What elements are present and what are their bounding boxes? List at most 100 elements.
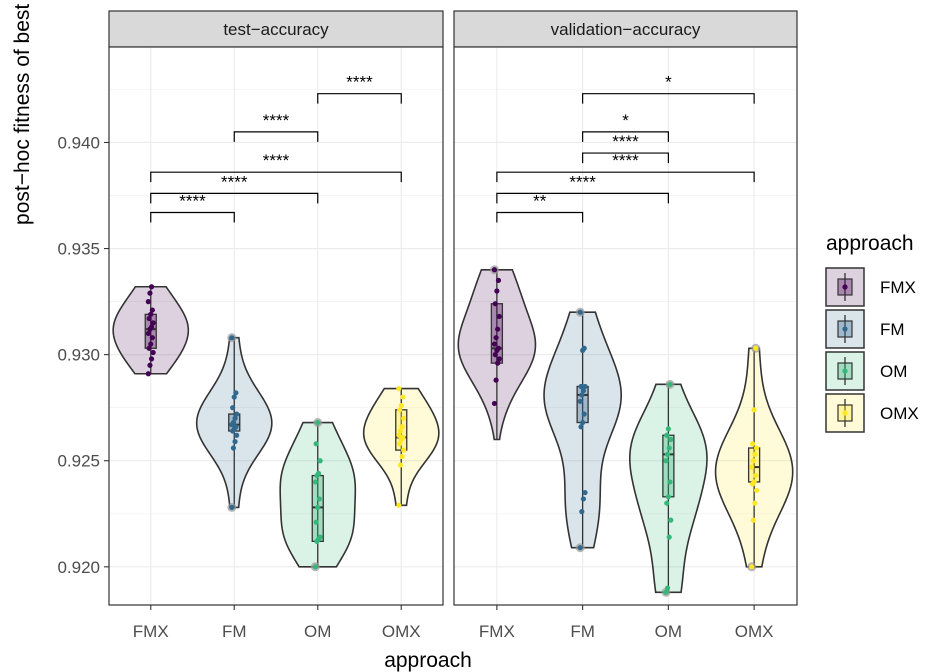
data-point [149, 335, 155, 341]
data-point [230, 445, 237, 451]
data-point [753, 345, 759, 351]
data-point [312, 564, 318, 570]
data-point [233, 424, 239, 430]
data-point [317, 534, 323, 540]
data-point [668, 436, 674, 443]
data-point [397, 428, 404, 434]
data-point [495, 326, 501, 332]
data-point [752, 451, 758, 457]
legend-key-point [842, 326, 848, 332]
data-point [751, 407, 757, 413]
data-point [150, 320, 156, 326]
significance-bracket: **** [233, 111, 319, 142]
data-point [577, 309, 583, 315]
panels: test−accuracy********************FMX FM OM… [57, 10, 798, 641]
data-point [232, 415, 238, 421]
panel-border [108, 46, 444, 606]
data-point [316, 496, 322, 502]
data-point [145, 299, 151, 305]
data-point [495, 277, 502, 283]
data-point [148, 341, 154, 347]
y-tick-label: 0.920 [57, 558, 100, 577]
significance-bracket: **** [582, 132, 669, 164]
data-point [495, 360, 501, 366]
data-point [667, 381, 673, 387]
significance-bracket: **** [317, 73, 402, 104]
significance-label: **** [346, 73, 373, 92]
data-point [397, 462, 404, 468]
data-point [664, 432, 670, 438]
data-point [663, 589, 669, 595]
data-point [315, 419, 321, 426]
violin-omx [362, 385, 440, 508]
x-tick-label: OMX [735, 622, 774, 641]
data-point [401, 447, 407, 453]
data-point [229, 335, 235, 341]
violin-omx [714, 343, 794, 572]
data-point [399, 424, 405, 430]
bracket-line [582, 93, 755, 104]
y-tick-label: 0.925 [57, 452, 100, 471]
data-point [148, 324, 155, 330]
significance-label: **** [221, 172, 248, 191]
data-point [752, 500, 758, 506]
x-tick-label: FMX [133, 622, 169, 641]
bracket-line [150, 171, 402, 183]
data-point [750, 458, 756, 464]
y-axis-title: post−hoc fitness of best solutions [11, 0, 34, 225]
data-point [665, 426, 671, 432]
significance-label: ** [533, 191, 547, 210]
significance-bracket: **** [150, 191, 235, 223]
significance-bracket: **** [496, 172, 669, 204]
x-tick-label: FM [222, 622, 247, 641]
significance-label: **** [263, 111, 290, 130]
data-point [749, 464, 755, 470]
data-point [149, 307, 155, 313]
bracket-line [150, 192, 319, 204]
significance-bracket: **** [150, 172, 319, 204]
y-tick-label: 0.930 [57, 346, 100, 365]
data-point [753, 487, 760, 494]
data-point [231, 394, 237, 400]
data-point [494, 288, 500, 294]
violin-fm [543, 307, 623, 553]
significance-bracket: ** [496, 191, 584, 223]
data-point [496, 313, 502, 320]
legend-label: OM [880, 362, 907, 381]
data-point [493, 377, 499, 383]
data-point [749, 564, 755, 570]
x-tick-label: OM [304, 622, 331, 641]
data-point [580, 419, 586, 426]
bracket-line [496, 171, 755, 183]
data-point [492, 301, 498, 307]
data-point [230, 405, 236, 411]
data-point [147, 290, 153, 296]
data-point [491, 341, 498, 347]
legend-label: FMX [880, 278, 916, 297]
data-point [753, 472, 759, 479]
significance-label: * [622, 111, 629, 130]
data-point [312, 479, 318, 485]
significance-label: **** [263, 151, 290, 170]
data-point [317, 458, 323, 464]
legend-label: FM [880, 320, 905, 339]
data-point [749, 441, 756, 447]
x-tick-label: FMX [479, 622, 515, 641]
legend-entry-fm: FM [825, 309, 905, 349]
data-point [578, 383, 584, 390]
y-tick-label: 0.935 [57, 240, 100, 259]
data-point [665, 494, 671, 500]
data-point [396, 385, 402, 392]
data-point [398, 402, 404, 409]
data-point [491, 400, 498, 407]
bracket-line [317, 93, 402, 104]
data-point [313, 441, 319, 447]
significance-bracket: **** [150, 151, 402, 183]
data-point [229, 504, 235, 511]
panel-strip-label: validation−accuracy [551, 20, 701, 39]
violin-fmx [112, 284, 190, 377]
data-point [148, 356, 155, 362]
data-point [145, 371, 151, 377]
data-point [664, 585, 671, 591]
box-body [662, 434, 675, 498]
